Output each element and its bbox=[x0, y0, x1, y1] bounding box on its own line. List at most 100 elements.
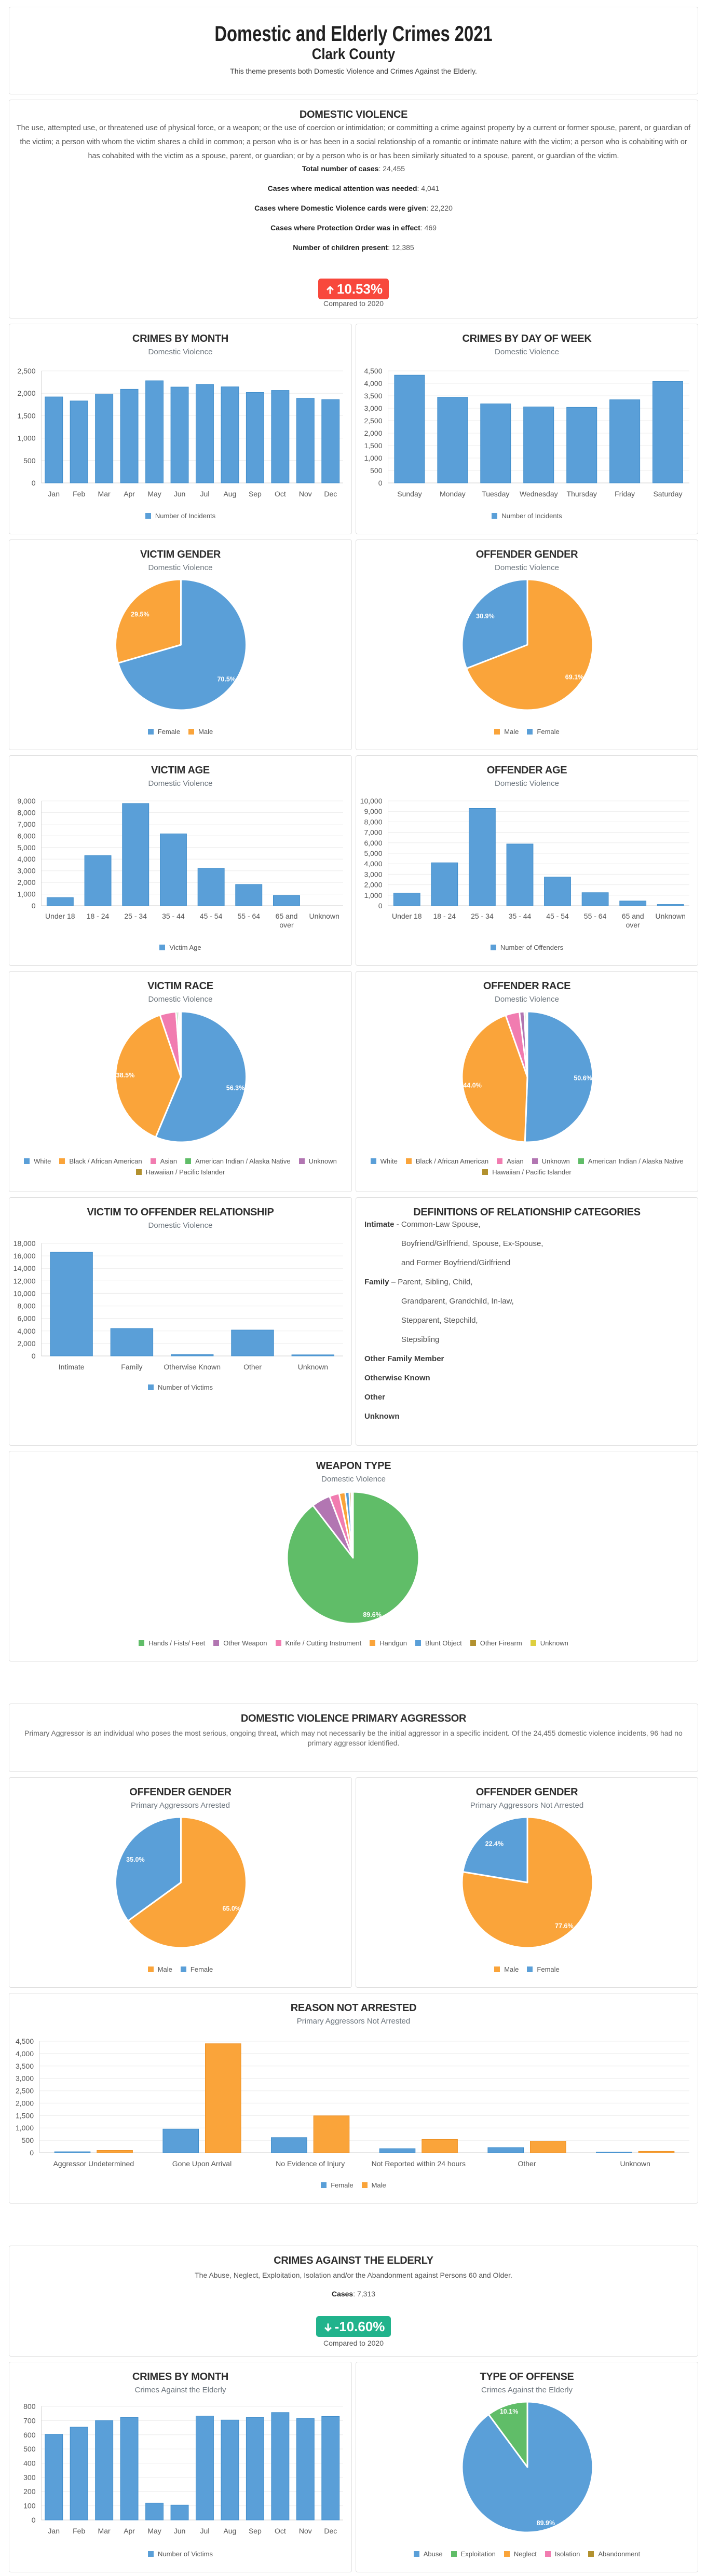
svg-text:9,000: 9,000 bbox=[17, 797, 35, 805]
svg-text:4,000: 4,000 bbox=[364, 860, 382, 868]
svg-text:0: 0 bbox=[32, 902, 36, 910]
svg-text:2,000: 2,000 bbox=[17, 1339, 35, 1348]
svg-text:Oct: Oct bbox=[275, 490, 286, 498]
svg-text:2,000: 2,000 bbox=[364, 881, 382, 889]
svg-text:Unknown: Unknown bbox=[309, 912, 339, 920]
svg-text:1,000: 1,000 bbox=[364, 454, 382, 462]
svg-text:Dec: Dec bbox=[324, 490, 337, 498]
svg-text:70.5%: 70.5% bbox=[217, 675, 235, 683]
svg-text:4,000: 4,000 bbox=[16, 2049, 34, 2058]
svg-text:1,500: 1,500 bbox=[17, 411, 35, 420]
svg-text:45 - 54: 45 - 54 bbox=[546, 912, 569, 920]
svg-text:Wednesday: Wednesday bbox=[520, 490, 558, 498]
svg-text:30.9%: 30.9% bbox=[476, 613, 494, 620]
svg-text:Unknown: Unknown bbox=[620, 2159, 650, 2168]
svg-text:8,000: 8,000 bbox=[17, 1302, 35, 1310]
svg-text:Aggressor Undetermined: Aggressor Undetermined bbox=[53, 2159, 134, 2168]
svg-text:44.0%: 44.0% bbox=[463, 1082, 481, 1089]
svg-text:Mar: Mar bbox=[98, 2527, 111, 2535]
svg-text:Jan: Jan bbox=[48, 2527, 60, 2535]
svg-text:Jun: Jun bbox=[174, 490, 186, 498]
svg-text:Under 18: Under 18 bbox=[392, 912, 422, 920]
svg-text:65 and: 65 and bbox=[622, 912, 644, 920]
svg-text:500: 500 bbox=[370, 466, 383, 475]
svg-text:7,000: 7,000 bbox=[17, 820, 35, 828]
svg-text:2,000: 2,000 bbox=[364, 429, 382, 437]
svg-text:6,000: 6,000 bbox=[17, 1314, 35, 1323]
svg-text:Feb: Feb bbox=[73, 2527, 85, 2535]
svg-text:4,500: 4,500 bbox=[16, 2037, 34, 2045]
svg-text:Under 18: Under 18 bbox=[45, 912, 75, 920]
svg-text:2,000: 2,000 bbox=[16, 2099, 34, 2107]
svg-text:22.4%: 22.4% bbox=[485, 1840, 504, 1848]
svg-text:3,000: 3,000 bbox=[364, 404, 382, 412]
svg-text:0: 0 bbox=[30, 2149, 34, 2157]
svg-text:55 - 64: 55 - 64 bbox=[238, 912, 261, 920]
svg-text:1,000: 1,000 bbox=[17, 890, 35, 898]
svg-text:6,000: 6,000 bbox=[364, 839, 382, 847]
svg-text:800: 800 bbox=[23, 2402, 36, 2411]
svg-text:0: 0 bbox=[32, 2516, 36, 2524]
svg-text:12,000: 12,000 bbox=[13, 1277, 36, 1285]
svg-text:600: 600 bbox=[23, 2431, 36, 2439]
svg-text:100: 100 bbox=[23, 2502, 36, 2510]
svg-text:May: May bbox=[147, 490, 161, 498]
svg-text:1,000: 1,000 bbox=[17, 434, 35, 442]
svg-text:Sep: Sep bbox=[249, 2527, 262, 2535]
svg-text:9,000: 9,000 bbox=[364, 807, 382, 815]
svg-text:4,000: 4,000 bbox=[17, 1327, 35, 1335]
svg-text:25 - 34: 25 - 34 bbox=[124, 912, 147, 920]
svg-text:500: 500 bbox=[22, 2136, 34, 2144]
svg-text:4,500: 4,500 bbox=[364, 367, 382, 375]
svg-text:Nov: Nov bbox=[299, 490, 312, 498]
svg-text:1,500: 1,500 bbox=[364, 441, 382, 450]
svg-text:89.6%: 89.6% bbox=[363, 1611, 381, 1618]
svg-text:5,000: 5,000 bbox=[17, 843, 35, 852]
svg-text:500: 500 bbox=[23, 456, 36, 465]
svg-text:18 - 24: 18 - 24 bbox=[433, 912, 456, 920]
svg-text:8,000: 8,000 bbox=[364, 818, 382, 826]
svg-text:89.9%: 89.9% bbox=[537, 2519, 555, 2527]
svg-text:Tuesday: Tuesday bbox=[482, 490, 509, 498]
svg-text:Unknown: Unknown bbox=[298, 1363, 328, 1371]
svg-text:200: 200 bbox=[23, 2487, 36, 2496]
svg-text:6,000: 6,000 bbox=[17, 832, 35, 840]
svg-text:10.1%: 10.1% bbox=[500, 2408, 518, 2415]
svg-text:50.6%: 50.6% bbox=[574, 1075, 592, 1082]
svg-text:1,000: 1,000 bbox=[364, 891, 382, 899]
svg-text:5,000: 5,000 bbox=[364, 849, 382, 857]
svg-text:65 and: 65 and bbox=[276, 912, 298, 920]
svg-text:Dec: Dec bbox=[324, 2527, 337, 2535]
svg-text:69.1%: 69.1% bbox=[565, 673, 583, 681]
svg-text:1,000: 1,000 bbox=[16, 2124, 34, 2132]
svg-text:29.5%: 29.5% bbox=[131, 611, 149, 618]
svg-text:10,000: 10,000 bbox=[360, 797, 383, 805]
svg-text:Gone Upon Arrival: Gone Upon Arrival bbox=[172, 2159, 232, 2168]
svg-text:2,500: 2,500 bbox=[364, 417, 382, 425]
svg-text:65.0%: 65.0% bbox=[222, 1905, 240, 1912]
svg-text:25 - 34: 25 - 34 bbox=[471, 912, 494, 920]
svg-text:16,000: 16,000 bbox=[13, 1252, 36, 1260]
svg-text:Apr: Apr bbox=[124, 490, 135, 498]
svg-text:3,000: 3,000 bbox=[16, 2074, 34, 2083]
svg-text:35.0%: 35.0% bbox=[126, 1856, 144, 1863]
svg-text:300: 300 bbox=[23, 2473, 36, 2482]
svg-text:3,500: 3,500 bbox=[16, 2062, 34, 2070]
svg-text:18 - 24: 18 - 24 bbox=[87, 912, 110, 920]
svg-text:38.5%: 38.5% bbox=[116, 1072, 134, 1079]
svg-text:3,000: 3,000 bbox=[364, 870, 382, 878]
svg-text:3,500: 3,500 bbox=[364, 392, 382, 400]
svg-text:No Evidence of Injury: No Evidence of Injury bbox=[276, 2159, 345, 2168]
svg-text:45 - 54: 45 - 54 bbox=[200, 912, 223, 920]
svg-text:Feb: Feb bbox=[73, 490, 85, 498]
svg-text:0: 0 bbox=[378, 902, 383, 910]
svg-text:Jul: Jul bbox=[200, 490, 210, 498]
svg-text:7,000: 7,000 bbox=[364, 828, 382, 837]
svg-text:4,000: 4,000 bbox=[364, 379, 382, 387]
svg-text:Mar: Mar bbox=[98, 490, 111, 498]
svg-text:2,500: 2,500 bbox=[16, 2087, 34, 2095]
svg-text:Jul: Jul bbox=[200, 2527, 210, 2535]
svg-text:4,000: 4,000 bbox=[17, 855, 35, 863]
svg-text:2,000: 2,000 bbox=[17, 389, 35, 397]
svg-text:May: May bbox=[147, 2527, 161, 2535]
